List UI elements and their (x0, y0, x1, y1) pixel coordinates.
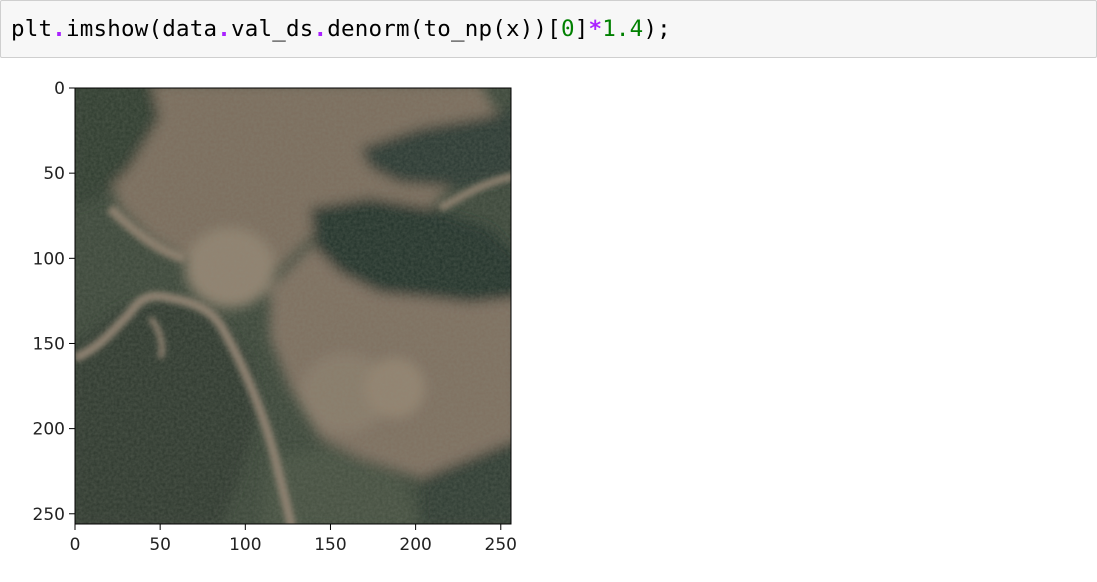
code-token: 0 (560, 16, 575, 42)
code-token: ( (148, 16, 163, 42)
code-token: ))[ (519, 16, 561, 42)
code-line[interactable]: plt.imshow(data.val_ds.denorm(to_np(x))[… (11, 14, 671, 44)
code-token: . (313, 16, 328, 42)
y-tick-label: 100 (33, 249, 65, 269)
code-token: imshow (66, 16, 149, 42)
y-tick-label: 0 (54, 79, 65, 99)
imshow-plot: 0 50 100 150 200 250 0 50 100 150 200 250 (33, 79, 517, 555)
code-token: data (162, 16, 218, 42)
y-tick-label: 50 (43, 164, 65, 184)
code-token: to_np (423, 16, 493, 42)
code-token: 1.4 (602, 16, 644, 42)
y-tick-label: 150 (33, 334, 65, 354)
x-tick-label: 250 (485, 535, 517, 555)
code-token: . (52, 16, 66, 42)
x-tick-label: 200 (399, 535, 431, 555)
code-token: x (505, 16, 520, 42)
code-token: . (217, 16, 231, 42)
y-axis: 0 50 100 150 200 250 (33, 79, 75, 525)
code-token: ( (409, 16, 424, 42)
code-cell[interactable]: plt.imshow(data.val_ds.denorm(to_np(x))[… (0, 0, 1097, 58)
x-tick-label: 100 (229, 535, 261, 555)
code-token: ); (643, 16, 671, 42)
x-axis: 0 50 100 150 200 250 (70, 524, 517, 555)
code-token: val_ds (230, 16, 314, 42)
code-token: ( (492, 16, 506, 42)
satellite-image (75, 88, 511, 524)
x-tick-label: 150 (314, 535, 346, 555)
axes-frame (74, 87, 512, 525)
x-tick-label: 50 (149, 535, 171, 555)
output-area: 0 50 100 150 200 250 0 50 100 150 200 250 (0, 58, 1097, 578)
y-tick-label: 200 (33, 420, 65, 440)
x-tick-label: 0 (70, 535, 81, 555)
code-token: * (588, 16, 603, 42)
code-token: denorm (327, 16, 410, 42)
y-tick-label: 250 (33, 505, 65, 525)
code-token: ] (574, 16, 589, 42)
code-token: plt (11, 16, 53, 42)
